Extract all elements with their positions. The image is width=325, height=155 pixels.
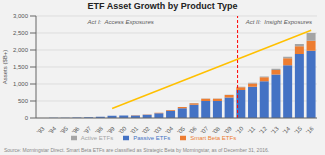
html-text:ETF Asset Growth by Product Ty: ETF Asset Growth by Product Type [87, 1, 238, 11]
svg-text:3,000: 3,000 [13, 13, 29, 19]
svg-text:'07: '07 [200, 125, 210, 135]
svg-text:'13: '13 [270, 125, 280, 135]
html-text:Smart Beta ETFs: Smart Beta ETFs [190, 135, 237, 141]
html-text:Active ETFs: Active ETFs [80, 135, 114, 141]
svg-text:'95: '95 [59, 125, 69, 135]
svg-text:'01: '01 [129, 125, 139, 135]
svg-text:'14: '14 [282, 125, 292, 135]
svg-text:'08: '08 [211, 125, 221, 135]
svg-text:'16: '16 [305, 125, 315, 135]
svg-text:'10: '10 [235, 125, 245, 135]
svg-text:Act I: Access Exposures: Act I: Access Exposures [87, 19, 154, 25]
svg-text:'09: '09 [223, 125, 233, 135]
svg-text:'11: '11 [247, 125, 257, 135]
svg-text:'06: '06 [188, 125, 198, 135]
html-text:Passive ETFs: Passive ETFs [133, 135, 171, 141]
svg-text:'02: '02 [141, 125, 151, 135]
svg-text:1,500: 1,500 [13, 64, 29, 70]
svg-text:'03: '03 [153, 125, 163, 135]
svg-text:'99: '99 [106, 125, 116, 135]
svg-text:'94: '94 [48, 125, 58, 135]
html-text:Source: Morningstar Direct. Sm: Source: Morningstar Direct. Smart Beta E… [4, 147, 270, 153]
svg-text:500: 500 [18, 98, 29, 104]
svg-text:0: 0 [25, 115, 29, 121]
svg-text:2,000: 2,000 [13, 47, 29, 53]
svg-text:'05: '05 [176, 125, 186, 135]
svg-text:'00: '00 [118, 125, 128, 135]
svg-text:'96: '96 [71, 125, 81, 135]
svg-text:1,000: 1,000 [13, 81, 29, 87]
svg-text:Assets ($B+): Assets ($B+) [8, 50, 9, 85]
svg-text:2,500: 2,500 [13, 30, 29, 36]
svg-text:'15: '15 [293, 125, 303, 135]
svg-text:'04: '04 [165, 125, 175, 135]
svg-text:Act II: Insight Exposures: Act II: Insight Exposures [245, 19, 312, 25]
svg-text:'12: '12 [258, 125, 268, 135]
svg-text:'98: '98 [94, 125, 104, 135]
svg-text:'93: '93 [36, 125, 46, 135]
svg-text:'97: '97 [83, 125, 93, 135]
